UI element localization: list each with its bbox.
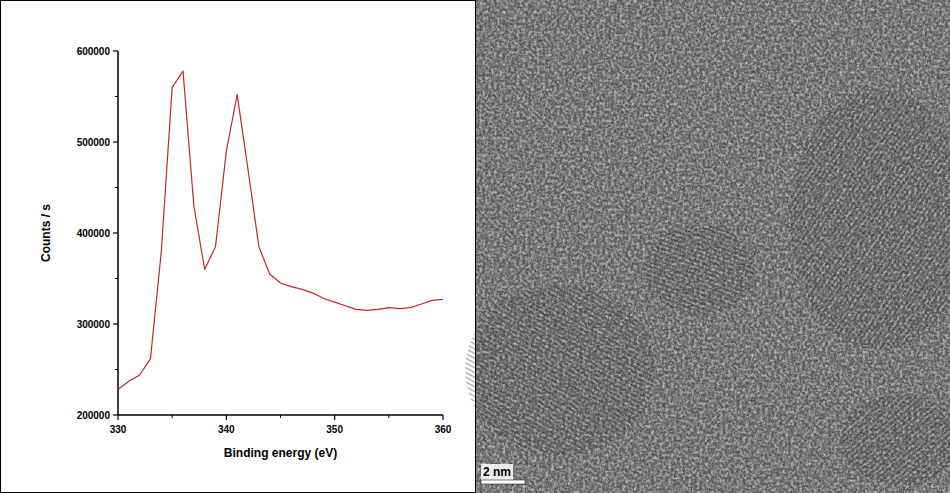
axes: 200000 300000 400000 500000 600000 330 340 350 3… xyxy=(39,46,452,461)
y-minor-tick xyxy=(115,278,118,279)
figure: 200000 300000 400000 500000 600000 330 340 350 3… xyxy=(0,0,950,493)
y-tick-label: 300000 xyxy=(77,319,111,330)
x-minor-tick xyxy=(388,415,389,418)
x-tick xyxy=(442,415,443,420)
y-minor-tick xyxy=(115,187,118,188)
plot-area xyxy=(118,71,443,390)
y-tick-label: 600000 xyxy=(77,46,111,57)
x-minor-tick xyxy=(280,415,281,418)
spectrum-line xyxy=(118,71,443,390)
y-axis-title: Counts / s xyxy=(39,204,53,262)
y-minor-tick xyxy=(115,369,118,370)
lattice-fringes xyxy=(595,164,806,374)
y-tick-label: 200000 xyxy=(77,410,111,421)
y-tick xyxy=(113,141,118,142)
y-minor-tick xyxy=(115,96,118,97)
x-tick xyxy=(334,415,335,420)
micrograph-light-grain xyxy=(476,0,950,493)
x-tick-label: 350 xyxy=(326,424,343,435)
lattice-fringes xyxy=(773,313,950,493)
panel-frame xyxy=(1,1,476,493)
x-axis-title: Binding energy (eV) xyxy=(224,446,337,460)
scale-bar xyxy=(481,480,525,484)
lattice-fringes xyxy=(369,177,753,493)
lattice-fringes xyxy=(608,0,950,490)
y-tick xyxy=(113,414,118,415)
y-tick xyxy=(113,232,118,233)
y-tick xyxy=(113,50,118,51)
x-tick xyxy=(226,415,227,420)
y-tick-label: 500000 xyxy=(77,137,111,148)
x-minor-tick xyxy=(172,415,173,418)
micrograph-dark-grain xyxy=(476,0,950,493)
y-tick-label: 400000 xyxy=(77,228,111,239)
scale-bar-label-bg xyxy=(481,464,513,480)
x-tick-label: 360 xyxy=(435,424,452,435)
y-tick xyxy=(113,323,118,324)
micrograph-ground xyxy=(476,0,950,493)
scale-bar-label: 2 nm xyxy=(483,465,511,479)
x-tick xyxy=(117,415,118,420)
x-tick-label: 330 xyxy=(110,424,127,435)
x-tick-label: 340 xyxy=(218,424,235,435)
